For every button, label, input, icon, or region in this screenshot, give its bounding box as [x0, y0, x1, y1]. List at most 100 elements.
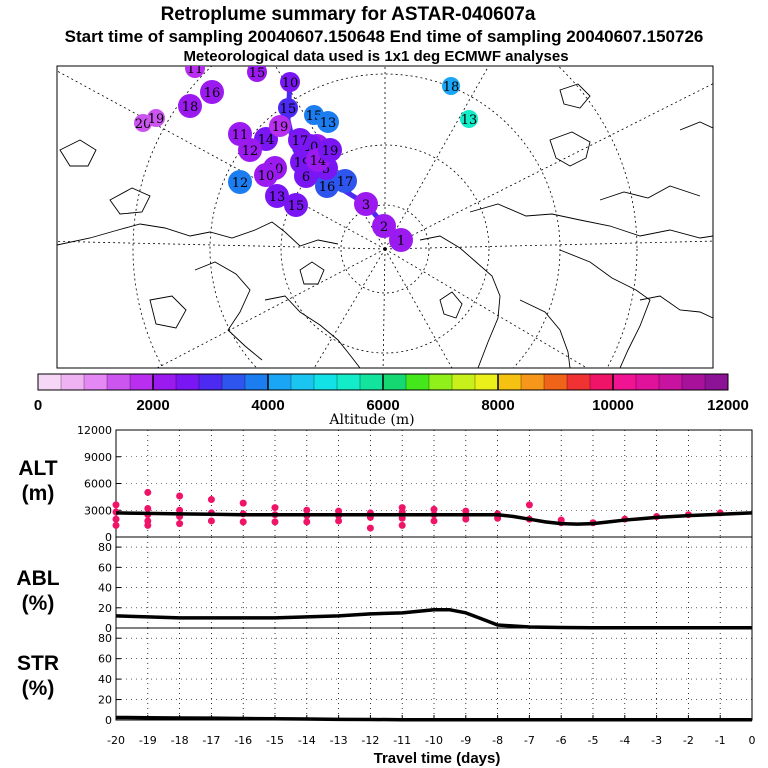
- colorbar-swatch: [268, 374, 292, 390]
- plume-marker: [265, 184, 289, 208]
- alt-scatter-point: [176, 492, 184, 500]
- colorbar-swatch: [38, 374, 62, 390]
- alt-scatter-point: [430, 517, 438, 525]
- plume-marker-label: 15: [280, 102, 297, 117]
- plume-marker: [442, 77, 460, 95]
- alt-scatter-point: [176, 520, 184, 528]
- plume-marker-label: 11: [187, 62, 204, 77]
- colorbar-swatch: [291, 374, 315, 390]
- plume-marker-label: 6: [302, 170, 310, 185]
- alt-scatter-point: [144, 488, 152, 496]
- y-tick-label: 80: [98, 541, 112, 554]
- x-tick-label: -3: [651, 734, 662, 747]
- plume-marker: [354, 192, 378, 216]
- colorbar-tick-label: 4000: [251, 397, 284, 414]
- plume-marker-label: 16: [204, 86, 221, 101]
- colorbar-tick-label: 10000: [592, 397, 634, 414]
- plume-marker: [254, 163, 278, 187]
- y-tick-label: 9000: [84, 451, 112, 464]
- colorbar-tick-labels: 0 2000 4000 6000 8000 10000 12000: [34, 397, 749, 414]
- plume-marker-label: 15: [288, 199, 305, 214]
- plume-marker-label: 1: [397, 234, 405, 249]
- plume-marker-label: 15: [249, 66, 266, 81]
- alt-scatter-point: [462, 515, 470, 523]
- y-tick-label: 12000: [77, 424, 112, 437]
- alt-scatter-point: [271, 518, 279, 526]
- alt-scatter-point: [112, 515, 120, 523]
- alt-scatter-point: [239, 499, 247, 507]
- plume-marker-label: 10: [258, 169, 275, 184]
- alt-scatter-point: [207, 496, 215, 504]
- alt-panel-unit: (m): [22, 482, 55, 505]
- colorbar-swatch: [245, 374, 269, 390]
- y-tick-label: 20: [98, 694, 112, 707]
- alt-scatter-point: [271, 504, 279, 512]
- plume-marker: [185, 66, 205, 78]
- colorbar-tick-label: 8000: [481, 397, 514, 414]
- plume-marker: [460, 110, 478, 128]
- colorbar-swatch: [452, 374, 476, 390]
- x-tick-label: -17: [202, 734, 220, 747]
- x-tick-label: -15: [266, 734, 284, 747]
- y-tick-label: 40: [98, 582, 112, 595]
- plume-marker-label: 13: [320, 116, 337, 131]
- x-tick-label: -16: [234, 734, 252, 747]
- abl-panel-label: ABL: [16, 567, 59, 590]
- plume-marker-label: 3: [362, 198, 370, 213]
- x-tick-label: -9: [460, 734, 471, 747]
- plume-marker-label: 5: [322, 162, 330, 177]
- colorbar-swatch: [544, 374, 568, 390]
- colorbar-label: Altitude (m): [328, 412, 414, 428]
- plume-marker: [247, 66, 267, 82]
- alt-scatter-point: [430, 505, 438, 513]
- alt-scatter-point: [303, 506, 311, 514]
- plume-marker: [318, 138, 342, 162]
- x-tick-label: -8: [492, 734, 503, 747]
- colorbar-swatch: [314, 374, 338, 390]
- plume-marker: [147, 109, 165, 127]
- colorbar-swatch: [659, 374, 683, 390]
- x-tick-label: -11: [393, 734, 411, 747]
- plume-marker-label: 13: [461, 113, 478, 128]
- alt-scatter-point: [144, 504, 152, 512]
- plume-marker: [288, 128, 312, 152]
- plume-markers: 1231716121513141618201918131513101516192…: [134, 62, 478, 252]
- x-tick-label: -13: [330, 734, 348, 747]
- colorbar-swatch: [521, 374, 545, 390]
- plume-marker-label: 12: [232, 176, 249, 191]
- x-tick-label: -14: [298, 734, 316, 747]
- plume-marker-label: 18: [182, 100, 199, 115]
- y-tick-label: 6000: [84, 478, 112, 491]
- y-tick-label: 0: [105, 714, 112, 727]
- abl-panel: 0 20 40 60 80: [98, 536, 753, 635]
- alt-scatter-point: [335, 517, 343, 525]
- figure-title: Retroplume summary for ASTAR-040607a: [161, 4, 536, 25]
- colorbar-swatch: [475, 374, 499, 390]
- colorbar-swatch: [360, 374, 384, 390]
- x-tick-label: -1: [715, 734, 726, 747]
- alt-scatter-point: [207, 517, 215, 525]
- plume-marker-label: 10: [282, 76, 299, 91]
- x-tick-label: -10: [425, 734, 443, 747]
- str-panel-label: STR: [17, 652, 59, 675]
- y-tick-label: 20: [98, 602, 112, 615]
- sampling-time-line: Start time of sampling 20040607.150648 E…: [65, 27, 704, 46]
- alt-scatter-point: [112, 521, 120, 529]
- colorbar-tick-label: 2000: [136, 397, 169, 414]
- plume-marker-label: 17: [292, 134, 309, 149]
- plume-marker-label: 11: [232, 128, 249, 143]
- met-data-line: Meteorological data used is 1x1 deg ECMW…: [183, 48, 568, 65]
- y-tick-label: 3000: [84, 504, 112, 517]
- plume-marker-label: 12: [242, 144, 259, 159]
- x-tick-label: -7: [524, 734, 535, 747]
- plume-marker-label: 18: [443, 80, 460, 95]
- plume-marker: [238, 138, 262, 162]
- alt-scatter-point: [144, 521, 152, 529]
- time-series-panels: 030006000900012000020406080020406080-20-…: [77, 424, 756, 747]
- plume-marker-label: 17: [337, 175, 354, 190]
- colorbar-swatch: [406, 374, 430, 390]
- plume-marker: [317, 111, 339, 133]
- x-tick-label: -19: [139, 734, 157, 747]
- colorbar-tick-label: 6000: [366, 397, 399, 414]
